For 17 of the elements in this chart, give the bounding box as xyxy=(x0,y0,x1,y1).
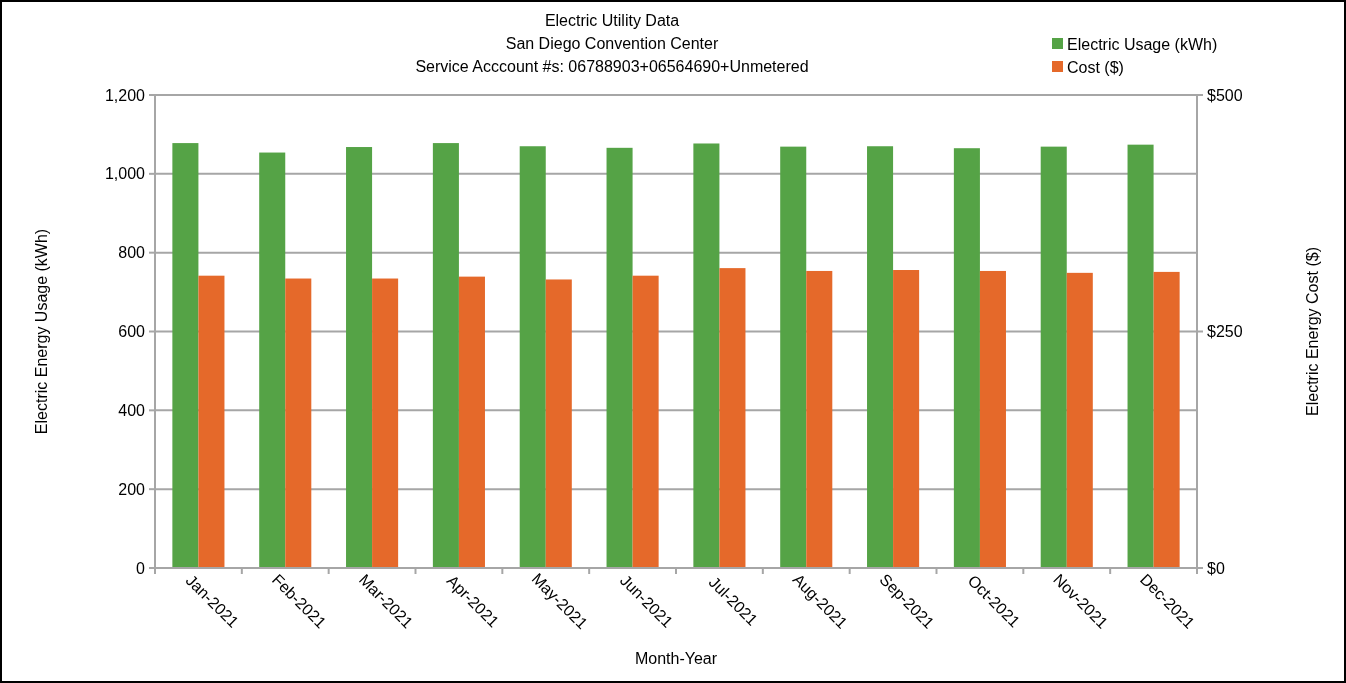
y-tick-label: 0 xyxy=(136,559,146,577)
chart-title: Electric Utility Data xyxy=(544,12,680,29)
y-tick-label: 800 xyxy=(118,244,146,262)
y-axis-title: Electric Energy Usage (kWh) xyxy=(33,228,50,435)
y2-tick-label: $250 xyxy=(1207,323,1243,341)
x-axis-title: Month-Year xyxy=(634,650,718,667)
y-tick-label: 200 xyxy=(118,480,146,498)
y-tick-label: 400 xyxy=(118,401,146,419)
chart-subtitle: San Diego Convention Center Service Acccount #s: 06788903+06564690+Unmetered xyxy=(415,35,809,75)
y2-tick-label: $0 xyxy=(1207,559,1225,577)
legend-label: Cost ($) xyxy=(1067,58,1124,76)
legend-label: Electric Usage (kWh) xyxy=(1067,35,1218,53)
y2-tick-label: $500 xyxy=(1207,86,1243,104)
y2-axis-title: Electric Energy Cost ($) xyxy=(1304,247,1321,416)
y-tick-label: 1,200 xyxy=(104,86,146,104)
y-tick-label: 1,000 xyxy=(104,165,146,183)
y-tick-label: 600 xyxy=(118,323,146,341)
